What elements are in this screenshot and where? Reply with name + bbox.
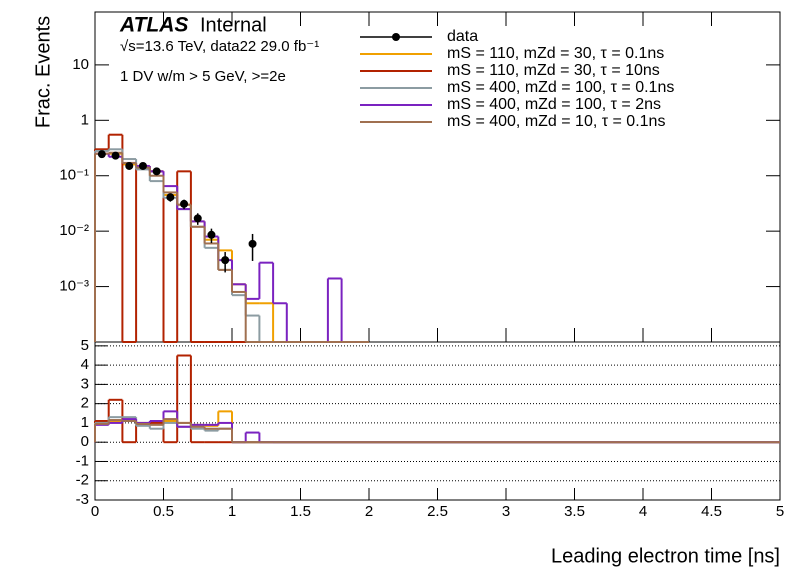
data-point bbox=[152, 167, 161, 176]
y-tick-label: -1 bbox=[76, 452, 89, 469]
y-tick-label: 5 bbox=[81, 337, 89, 354]
y-tick-label: -2 bbox=[76, 472, 89, 489]
x-tick-label: 1.5 bbox=[290, 503, 311, 520]
y-axis-label: Frac. Events bbox=[32, 16, 54, 128]
legend-label: mS = 400, mZd = 10, τ = 0.1ns bbox=[447, 113, 665, 130]
x-tick-label: 3 bbox=[502, 503, 510, 520]
data-point bbox=[111, 151, 120, 160]
data-point bbox=[138, 161, 147, 170]
energy-label: √s=13.6 TeV, data22 29.0 fb⁻¹ bbox=[120, 38, 319, 55]
legend-label: data bbox=[447, 28, 478, 45]
y-tick-label: 10⁻¹ bbox=[59, 167, 89, 184]
y-tick-label: 10⁻³ bbox=[59, 278, 89, 295]
x-tick-label: 0.5 bbox=[153, 503, 174, 520]
x-axis-label: Leading electron time [ns] bbox=[551, 545, 780, 567]
y-tick-label: 1 bbox=[81, 111, 89, 128]
selection-label: 1 DV w/m > 5 GeV, >=2e bbox=[120, 68, 286, 85]
x-tick-label: 4.5 bbox=[701, 503, 722, 520]
legend-label: mS = 110, mZd = 30, τ = 0.1ns bbox=[447, 45, 664, 62]
data-point bbox=[166, 193, 175, 202]
data-point bbox=[248, 239, 257, 248]
x-tick-label: 5 bbox=[776, 503, 784, 520]
y-tick-label: 4 bbox=[81, 356, 89, 373]
y-tick-label: 0 bbox=[81, 433, 89, 450]
legend-label: mS = 110, mZd = 30, τ = 10ns bbox=[447, 62, 660, 79]
data-point bbox=[125, 161, 134, 170]
x-tick-label: 4 bbox=[639, 503, 647, 520]
y-tick-label: 10 bbox=[72, 56, 89, 73]
y-tick-label: 10⁻² bbox=[59, 222, 89, 239]
status-label: Internal bbox=[200, 14, 267, 36]
experiment-label: ATLAS bbox=[119, 14, 188, 37]
legend-label: mS = 400, mZd = 100, τ = 0.1ns bbox=[447, 79, 674, 96]
y-tick-label: -3 bbox=[76, 491, 89, 508]
data-point bbox=[221, 256, 230, 265]
data-point bbox=[97, 150, 106, 159]
data-point bbox=[193, 214, 202, 223]
x-tick-label: 1 bbox=[228, 503, 236, 520]
x-tick-label: 3.5 bbox=[564, 503, 585, 520]
legend-label: mS = 400, mZd = 100, τ = 2ns bbox=[447, 96, 661, 113]
data-point bbox=[207, 230, 216, 239]
y-tick-label: 1 bbox=[81, 414, 89, 431]
y-tick-label: 3 bbox=[81, 375, 89, 392]
x-tick-label: 2 bbox=[365, 503, 373, 520]
x-tick-label: 2.5 bbox=[427, 503, 448, 520]
y-tick-label: 2 bbox=[81, 395, 89, 412]
legend-swatch bbox=[392, 33, 400, 41]
x-tick-label: 0 bbox=[91, 503, 99, 520]
data-point bbox=[180, 199, 189, 208]
